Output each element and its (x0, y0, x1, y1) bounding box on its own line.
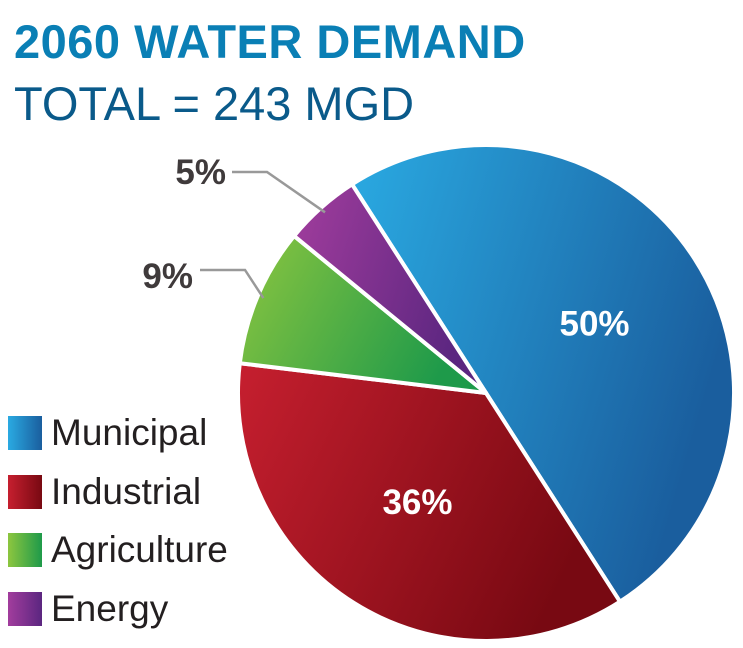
legend-item: Agriculture (8, 521, 228, 580)
legend-item: Energy (8, 580, 228, 639)
pie-slice-energy (292, 182, 488, 395)
legend-label: Industrial (51, 470, 202, 512)
leader-line (232, 170, 326, 214)
data-label-industrial: 36% (382, 483, 452, 522)
pie-slice-agriculture (237, 233, 488, 395)
legend-label: Energy (51, 587, 169, 629)
pie-slice-municipal (350, 143, 736, 604)
pie-slice-industrial (236, 361, 622, 643)
chart-subtitle: TOTAL = 243 MGD (14, 77, 415, 130)
data-label-agriculture: 9% (142, 257, 193, 296)
legend-swatch (8, 591, 42, 626)
legend: Municipal Industrial Agriculture Energy (8, 404, 228, 638)
legend-item: Industrial (8, 463, 228, 522)
legend-item: Municipal (8, 404, 228, 463)
legend-label: Municipal (51, 412, 208, 454)
leader-line (200, 268, 265, 299)
legend-swatch (8, 533, 42, 568)
data-label-energy: 5% (175, 153, 226, 192)
legend-swatch (8, 416, 42, 451)
legend-label: Agriculture (51, 529, 228, 571)
chart-title: 2060 WATER DEMAND (14, 15, 526, 68)
legend-swatch (8, 474, 42, 509)
data-label-municipal: 50% (559, 304, 629, 343)
